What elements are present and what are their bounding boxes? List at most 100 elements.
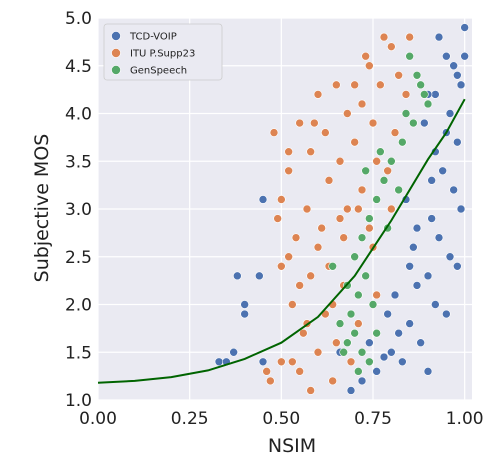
y-tick-label: 2.5 bbox=[65, 248, 92, 268]
point-series-1 bbox=[269, 128, 279, 137]
point-series-0 bbox=[387, 347, 396, 357]
legend-label: ITU P.Supp23 bbox=[130, 49, 195, 60]
point-series-1 bbox=[350, 80, 359, 90]
point-series-1 bbox=[387, 42, 396, 51]
point-series-1 bbox=[387, 204, 396, 214]
point-series-2 bbox=[420, 90, 429, 99]
grid-lines bbox=[97, 17, 472, 401]
x-tick-label: 1.00 bbox=[446, 409, 484, 429]
point-series-0 bbox=[423, 271, 433, 281]
point-series-2 bbox=[365, 214, 374, 223]
legend-label: GenSpeech bbox=[130, 66, 187, 77]
point-series-0 bbox=[240, 300, 249, 309]
point-series-1 bbox=[266, 376, 275, 386]
point-series-0 bbox=[453, 261, 462, 271]
point-series-1 bbox=[313, 90, 323, 99]
y-tick-label: 5.0 bbox=[65, 9, 92, 29]
point-series-0 bbox=[372, 367, 381, 376]
point-series-2 bbox=[339, 347, 348, 357]
point-series-1 bbox=[295, 118, 304, 128]
legend: TCD-VOIP ITU P.Supp23 GenSpeech bbox=[103, 23, 223, 81]
point-series-0 bbox=[229, 347, 238, 357]
point-series-0 bbox=[431, 300, 440, 309]
data-points bbox=[214, 23, 469, 395]
point-series-2 bbox=[412, 71, 422, 80]
point-series-2 bbox=[398, 137, 407, 147]
point-series-1 bbox=[313, 347, 323, 357]
x-tick-label: 0.25 bbox=[171, 409, 209, 429]
point-series-1 bbox=[284, 166, 293, 176]
point-series-2 bbox=[354, 367, 363, 376]
point-series-0 bbox=[453, 137, 462, 147]
point-series-1 bbox=[317, 223, 326, 233]
point-series-1 bbox=[354, 319, 363, 328]
legend-box bbox=[103, 23, 223, 81]
legend-marker bbox=[111, 31, 121, 41]
point-series-2 bbox=[387, 156, 396, 166]
point-series-2 bbox=[365, 357, 374, 367]
point-series-0 bbox=[427, 214, 436, 223]
point-series-1 bbox=[291, 233, 301, 242]
fit-curve-line bbox=[97, 98, 466, 384]
point-series-1 bbox=[328, 376, 337, 386]
point-series-1 bbox=[401, 90, 411, 99]
point-series-2 bbox=[343, 338, 352, 348]
point-series-0 bbox=[409, 242, 418, 252]
point-series-1 bbox=[295, 281, 304, 290]
y-tick-label: 4.5 bbox=[65, 57, 92, 77]
point-series-1 bbox=[346, 357, 356, 367]
point-series-1 bbox=[284, 147, 293, 156]
point-series-2 bbox=[372, 195, 381, 204]
point-series-0 bbox=[240, 309, 249, 319]
x-axis-title: NSIM bbox=[268, 435, 316, 457]
point-series-1 bbox=[405, 32, 414, 42]
point-series-2 bbox=[361, 166, 370, 176]
point-series-1 bbox=[372, 156, 381, 166]
point-series-0 bbox=[258, 195, 268, 204]
point-series-2 bbox=[376, 147, 385, 156]
point-series-0 bbox=[434, 233, 444, 242]
point-series-1 bbox=[306, 386, 315, 395]
point-series-1 bbox=[277, 357, 286, 367]
point-series-1 bbox=[313, 242, 323, 252]
point-series-0 bbox=[460, 23, 469, 32]
point-series-0 bbox=[449, 61, 458, 71]
x-tick-label: 0.50 bbox=[262, 409, 300, 429]
point-series-1 bbox=[365, 61, 374, 71]
point-series-0 bbox=[383, 309, 392, 319]
point-series-2 bbox=[346, 309, 356, 319]
x-axis-ticks: 0.00 0.25 0.50 0.75 1.00 bbox=[79, 409, 484, 429]
point-series-1 bbox=[321, 128, 330, 137]
point-series-2 bbox=[379, 176, 389, 185]
point-series-1 bbox=[273, 214, 282, 223]
point-series-1 bbox=[339, 233, 348, 242]
point-series-1 bbox=[372, 290, 381, 300]
x-tick-label: 0.00 bbox=[79, 409, 117, 429]
point-series-2 bbox=[354, 290, 363, 300]
y-axis-ticks: 1.0 1.5 2.0 2.5 3.0 3.5 4.0 4.5 5.0 bbox=[65, 9, 92, 411]
point-series-1 bbox=[277, 195, 286, 204]
y-tick-label: 1.0 bbox=[65, 391, 92, 411]
point-series-2 bbox=[416, 80, 425, 90]
point-series-0 bbox=[453, 71, 462, 80]
point-series-0 bbox=[398, 357, 407, 367]
point-series-0 bbox=[233, 271, 242, 281]
point-series-0 bbox=[445, 252, 455, 262]
point-series-0 bbox=[420, 118, 429, 128]
point-series-0 bbox=[405, 319, 414, 328]
point-series-1 bbox=[299, 328, 308, 338]
y-tick-label: 4.0 bbox=[65, 105, 92, 125]
point-series-0 bbox=[258, 357, 268, 367]
legend-label: TCD-VOIP bbox=[129, 32, 177, 43]
point-series-0 bbox=[442, 51, 451, 61]
point-series-0 bbox=[442, 309, 451, 319]
point-series-0 bbox=[456, 80, 466, 90]
point-series-1 bbox=[343, 109, 352, 118]
point-series-1 bbox=[361, 51, 370, 61]
point-series-1 bbox=[365, 223, 374, 233]
point-series-1 bbox=[332, 338, 341, 348]
point-series-2 bbox=[328, 261, 337, 271]
point-series-0 bbox=[438, 166, 447, 176]
y-axis-title: Subjective MOS bbox=[31, 134, 53, 283]
